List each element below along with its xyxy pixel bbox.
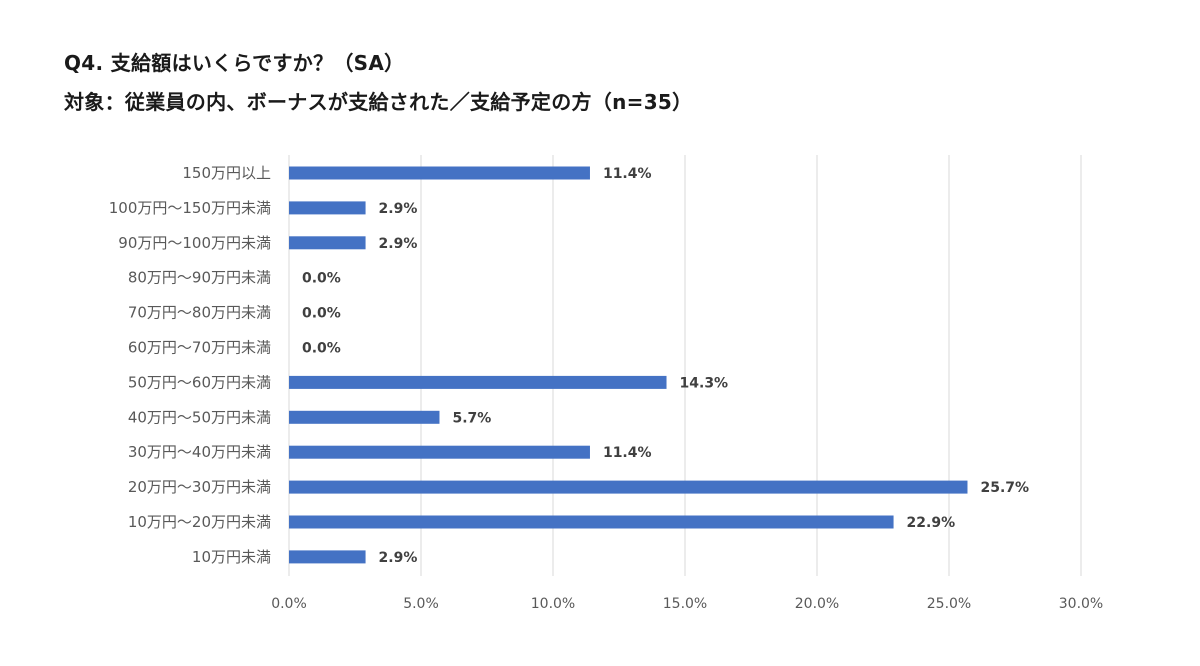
x-axis-ticks: 0.0% 5.0% 10.0% 15.0% 20.0% 25.0% 30.0% [271,596,1103,612]
data-label: 0.0% [302,306,341,322]
data-label: 0.0% [302,341,341,357]
category-label: 20万円～30万円未満 [128,478,271,496]
x-tick-label: 30.0% [1059,596,1103,612]
bar [289,480,968,494]
category-label: 100万円～150万円未満 [109,199,271,217]
data-label: 2.9% [379,550,418,566]
bar [289,410,440,424]
category-label: 90万円～100万円未満 [118,234,271,252]
data-label: 11.4% [603,445,652,461]
x-tick-label: 5.0% [403,596,439,612]
category-label: 40万円～50万円未満 [128,408,271,426]
category-label: 60万円～70万円未満 [128,339,271,357]
category-label: 30万円～40万円未満 [128,443,271,461]
x-tick-label: 20.0% [795,596,839,612]
value-labels: 11.4% 2.9% 2.9% 0.0% 0.0% 0.0% 14.3% 5.7% 11.4% 2… [302,166,1029,566]
data-label: 11.4% [603,166,652,182]
bar [289,445,590,459]
chart-title: Q4. 支給額はいくらですか？（SA） [64,51,405,75]
data-label: 14.3% [680,375,729,391]
data-label: 0.0% [302,271,341,287]
category-labels: 150万円以上 100万円～150万円未満 90万円～100万円未満 80万円～90万… [109,164,271,566]
category-label: 70万円～80万円未満 [128,304,271,322]
bar [289,550,366,564]
category-label: 10万円～20万円未満 [128,513,271,531]
x-tick-label: 0.0% [271,596,307,612]
data-label: 22.9% [907,515,956,531]
data-label: 2.9% [379,201,418,217]
bars [289,166,968,564]
x-tick-label: 25.0% [927,596,971,612]
bar [289,515,894,529]
bar [289,201,366,215]
category-label: 50万円～60万円未満 [128,373,271,391]
category-label: 10万円未満 [192,548,271,566]
x-tick-label: 15.0% [663,596,707,612]
bar [289,166,590,180]
category-label: 80万円～90万円未満 [128,269,271,287]
data-label: 2.9% [379,236,418,252]
data-label: 25.7% [980,480,1029,496]
grid-lines [288,155,1082,576]
bar [289,236,366,250]
data-label: 5.7% [452,410,491,426]
category-label: 150万円以上 [182,164,271,182]
chart-subtitle: 対象：従業員の内、ボーナスが支給された／支給予定の方（n=35） [64,90,693,114]
bar [289,375,667,389]
x-tick-label: 10.0% [531,596,575,612]
